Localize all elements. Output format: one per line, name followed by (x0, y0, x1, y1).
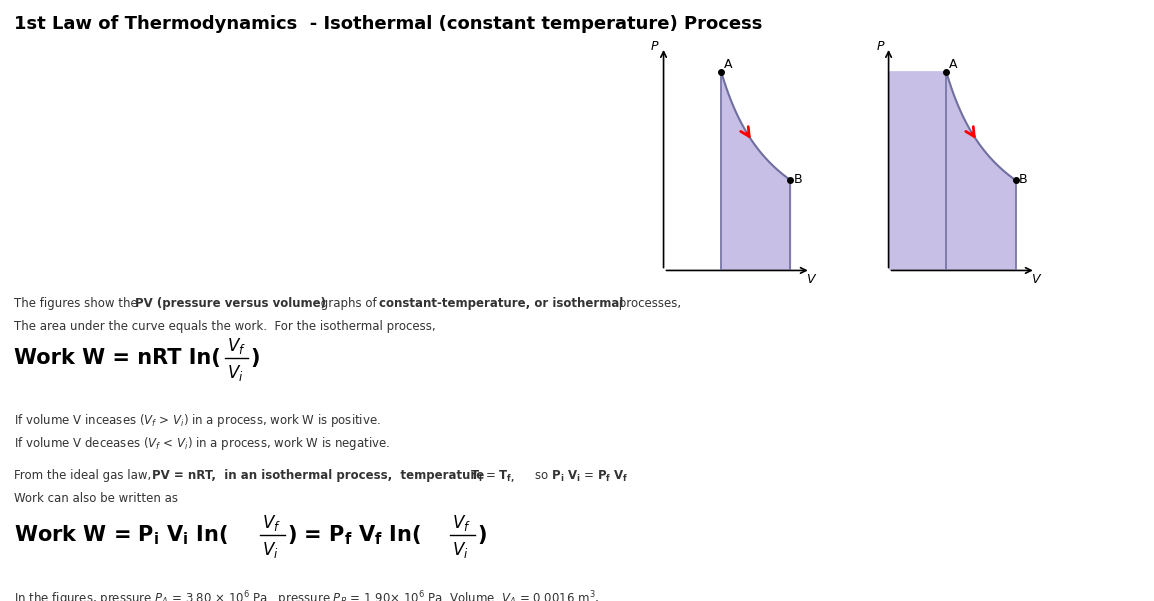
Text: ): ) (250, 347, 260, 368)
Text: A: A (949, 58, 958, 71)
Text: PV (pressure versus volume): PV (pressure versus volume) (135, 297, 327, 311)
Text: 1st Law of Thermodynamics  - Isothermal (constant temperature) Process: 1st Law of Thermodynamics - Isothermal (… (14, 15, 763, 33)
Text: $V_f$: $V_f$ (227, 335, 246, 356)
Text: B: B (1019, 172, 1027, 186)
Text: $V_f$: $V_f$ (262, 513, 280, 533)
Polygon shape (721, 72, 790, 270)
Text: constant-temperature, or isothermal: constant-temperature, or isothermal (379, 297, 623, 311)
Text: ) = $\mathbf{P_f}$ $\mathbf{V_f}$ In(: ) = $\mathbf{P_f}$ $\mathbf{V_f}$ In( (287, 523, 421, 547)
Text: V: V (1032, 273, 1040, 286)
Text: graphs of: graphs of (317, 297, 381, 311)
Text: so $\mathbf{P_i}$ $\mathbf{V_i}$ = $\mathbf{P_f}$ $\mathbf{V_f}$: so $\mathbf{P_i}$ $\mathbf{V_i}$ = $\mat… (531, 469, 628, 484)
Text: The area under the curve equals the work.  For the isothermal process,: The area under the curve equals the work… (14, 320, 435, 334)
Text: $V_i$: $V_i$ (227, 362, 243, 383)
Text: $V_i$: $V_i$ (262, 540, 278, 560)
Text: From the ideal gas law,: From the ideal gas law, (14, 469, 155, 482)
Polygon shape (889, 72, 1016, 270)
Text: P: P (651, 40, 659, 52)
Text: processes,: processes, (615, 297, 681, 311)
Text: $V_i$: $V_i$ (452, 540, 469, 560)
Text: B: B (794, 172, 802, 186)
Text: V: V (807, 273, 815, 286)
Text: A: A (725, 58, 733, 71)
Text: If volume V inceases ($V_f$ > $V_i$) in a process, work W is positive.: If volume V inceases ($V_f$ > $V_i$) in … (14, 412, 381, 429)
Text: Work can also be written as: Work can also be written as (14, 492, 178, 505)
Text: ): ) (478, 525, 487, 545)
Text: P: P (876, 40, 884, 52)
Text: If volume V deceases ($V_f$ < $V_i$) in a process, work W is negative.: If volume V deceases ($V_f$ < $V_i$) in … (14, 435, 390, 451)
Text: $\mathbf{T_i}$ = $\mathbf{T_{f,}}$: $\mathbf{T_i}$ = $\mathbf{T_{f,}}$ (470, 469, 515, 484)
Text: $V_f$: $V_f$ (452, 513, 471, 533)
Text: Work W = nRT In(: Work W = nRT In( (14, 347, 220, 368)
Text: PV = nRT,  in an isothermal process,  temperature: PV = nRT, in an isothermal process, temp… (152, 469, 488, 482)
Text: The figures show the: The figures show the (14, 297, 141, 311)
Text: Work W = $\mathbf{P_i}$ $\mathbf{V_i}$ In(: Work W = $\mathbf{P_i}$ $\mathbf{V_i}$ I… (14, 523, 227, 547)
Text: In the figures, pressure $P_A$ = 3.80 $\times$ 10$^6$ Pa.  pressure $P_B$ = 1.90: In the figures, pressure $P_A$ = 3.80 $\… (14, 589, 602, 601)
